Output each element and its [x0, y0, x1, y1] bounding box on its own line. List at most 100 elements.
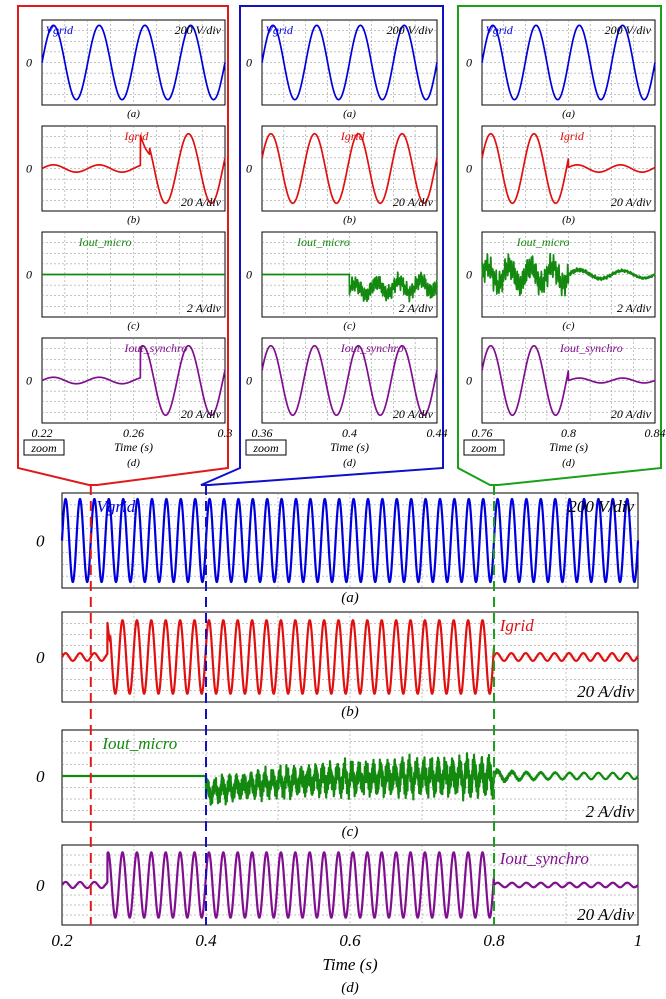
zero-label: 0 [36, 767, 45, 786]
zero-label: 0 [36, 876, 45, 895]
zero-label: 0 [36, 648, 45, 667]
trace-igrid [61, 619, 639, 695]
scale-label: 20 A/div [393, 195, 434, 209]
x-tick-label: 0.4 [195, 931, 217, 950]
panel-caption: (c) [342, 824, 359, 840]
zero-label: 0 [26, 374, 32, 388]
scale-label: 200 V/div [605, 23, 652, 37]
x-tick-label: 0.76 [472, 426, 493, 440]
signal-label: Iout_micro [516, 235, 570, 249]
scale-label: 20 A/div [577, 905, 634, 924]
zero-label: 0 [26, 268, 32, 282]
x-tick-label: 0.36 [252, 426, 273, 440]
zoom-button-label: zoom [252, 441, 279, 455]
zero-label: 0 [26, 162, 32, 176]
signal-label: Vgrid [46, 23, 74, 37]
x-tick-label: 0.8 [483, 931, 505, 950]
grid-lines [62, 845, 638, 925]
x-axis-label: Time (s) [322, 955, 378, 974]
scale-label: 2 A/div [586, 802, 635, 821]
trace-iout_micro [61, 752, 639, 806]
panel-caption: (b) [127, 214, 140, 226]
signal-label: Vgrid [97, 497, 136, 516]
zero-label: 0 [246, 268, 252, 282]
grid-lines [482, 126, 655, 211]
zero-label: 0 [466, 374, 472, 388]
chart-caption: (d) [343, 457, 356, 469]
zero-label: 0 [36, 531, 45, 550]
x-tick-label: 0.4 [342, 426, 357, 440]
trace-iout_synchro [261, 344, 438, 417]
zero-label: 0 [246, 374, 252, 388]
x-axis-label: Time (s) [330, 440, 369, 454]
signal-label: Iout_synchro [123, 341, 187, 355]
x-tick-label: 0.84 [645, 426, 666, 440]
scale-label: 20 A/div [181, 195, 222, 209]
zero-label: 0 [466, 56, 472, 70]
scale-label: 200 V/div [387, 23, 434, 37]
panel-caption: (c) [343, 320, 356, 332]
zero-label: 0 [246, 162, 252, 176]
zero-label: 0 [466, 162, 472, 176]
trace-igrid [261, 132, 438, 205]
signal-label: Iout_synchro [499, 849, 589, 868]
trace-igrid [41, 132, 226, 205]
panel-caption: (c) [127, 320, 140, 332]
x-tick-label: 0.2 [51, 931, 73, 950]
x-axis-label: Time (s) [114, 440, 153, 454]
signal-label: Igrid [123, 129, 149, 143]
x-tick-label: 0.3 [218, 426, 233, 440]
signal-label: Iout_micro [78, 235, 132, 249]
panel-caption: (b) [343, 214, 356, 226]
trace-iout_micro [481, 252, 656, 297]
x-tick-label: 0.6 [339, 931, 361, 950]
signal-label: Igrid [499, 616, 535, 635]
trace-iout_synchro [481, 344, 656, 417]
signal-label: Iout_synchro [340, 341, 404, 355]
panel-caption: (a) [562, 108, 575, 120]
panel-caption: (b) [341, 704, 359, 720]
scale-label: 20 A/div [611, 407, 652, 421]
scale-label: 200 V/div [568, 497, 634, 516]
scale-label: 2 A/div [617, 301, 652, 315]
zoom-button[interactable] [23, 439, 65, 456]
scale-label: 20 A/div [393, 407, 434, 421]
panel-caption: (c) [562, 320, 575, 332]
zero-label: 0 [466, 268, 472, 282]
trace-iout_synchro [61, 851, 639, 919]
signal-label: Iout_synchro [559, 341, 623, 355]
signal-label: Igrid [340, 129, 366, 143]
trace-vgrid [60, 497, 640, 584]
scale-label: 2 A/div [187, 301, 222, 315]
x-axis-label: Time (s) [549, 440, 588, 454]
panel-caption: (a) [343, 108, 356, 120]
signal-label: Iout_micro [101, 734, 177, 753]
chart-caption: (d) [341, 980, 359, 996]
scale-label: 20 A/div [577, 682, 634, 701]
grid-lines [482, 338, 655, 423]
zoom-button-label: zoom [30, 441, 57, 455]
x-tick-label: 0.44 [427, 426, 448, 440]
zero-label: 0 [26, 56, 32, 70]
zoom-frame [17, 5, 229, 486]
trace-vgrid [261, 24, 438, 101]
zoom-button-label: zoom [470, 441, 497, 455]
panel-caption: (a) [127, 108, 140, 120]
zoom-frame [457, 5, 662, 486]
zoom-button[interactable] [463, 439, 505, 456]
x-tick-label: 1 [634, 931, 643, 950]
trace-igrid [481, 132, 656, 205]
chart-caption: (d) [562, 457, 575, 469]
x-tick-label: 0.26 [123, 426, 144, 440]
grid-lines [262, 20, 437, 105]
grid-lines [262, 232, 437, 317]
x-tick-label: 0.22 [32, 426, 53, 440]
chart-caption: (d) [127, 457, 140, 469]
panel-caption: (b) [562, 214, 575, 226]
zoom-button[interactable] [245, 439, 287, 456]
trace-iout_synchro [41, 344, 226, 417]
x-tick-label: 0.8 [561, 426, 576, 440]
scale-label: 20 A/div [611, 195, 652, 209]
scale-label: 20 A/div [181, 407, 222, 421]
